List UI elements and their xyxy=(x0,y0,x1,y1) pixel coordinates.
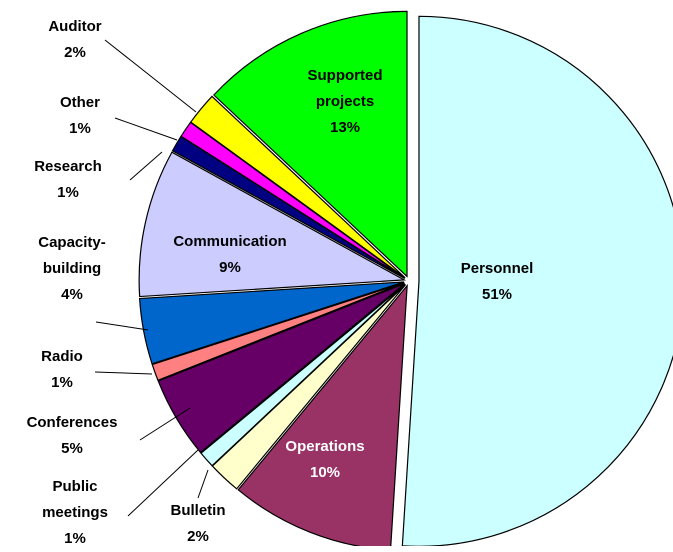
slice-percent: 2% xyxy=(64,44,86,61)
slice-label: Supported projects 13% xyxy=(285,63,405,141)
slice-label: Operations 10% xyxy=(265,434,385,486)
slice-name: Bulletin xyxy=(170,502,226,519)
slice-name: Communication xyxy=(173,233,287,250)
leader-line xyxy=(197,469,209,499)
slice-name: Personnel xyxy=(460,260,534,277)
pie-slice xyxy=(212,10,408,278)
slice-percent: 1% xyxy=(69,120,91,137)
leader-line xyxy=(94,371,153,375)
slice-percent: 9% xyxy=(219,259,241,276)
pie-slice xyxy=(151,282,405,382)
slice-percent: 13% xyxy=(329,119,361,136)
slice-label: Bulletin 2% xyxy=(153,498,243,550)
slice-percent: 1% xyxy=(64,530,86,547)
slice-label: Other 1% xyxy=(40,90,120,142)
leader-line xyxy=(114,117,178,141)
slice-name: Conferences xyxy=(26,414,118,431)
slice-label: Auditor 2% xyxy=(30,14,120,66)
slice-label: Radio 1% xyxy=(22,344,102,396)
slice-percent: 5% xyxy=(61,440,83,457)
slice-label: Capacity-building 4% xyxy=(22,230,122,308)
leader-line xyxy=(129,151,163,181)
slice-name: Radio xyxy=(41,348,83,365)
pie-slice xyxy=(138,281,405,365)
slice-percent: 10% xyxy=(309,464,341,481)
pie-slice xyxy=(138,151,407,298)
slice-name: Auditor xyxy=(48,18,102,35)
slice-percent: 4% xyxy=(61,286,83,303)
slice-name: Public meetings xyxy=(42,478,108,521)
slice-percent: 51% xyxy=(481,286,513,303)
leader-line xyxy=(104,39,197,113)
pie-slice xyxy=(200,283,406,467)
pie-slice xyxy=(401,15,673,546)
slice-name: Supported projects xyxy=(307,67,383,110)
slice-name: Capacity-building xyxy=(38,234,106,277)
slice-name: Research xyxy=(34,158,102,175)
pie-slice xyxy=(157,282,406,454)
slice-label: Communication 9% xyxy=(160,229,300,281)
slice-name: Operations xyxy=(285,438,365,455)
slice-label: Conferences 5% xyxy=(7,410,137,462)
slice-percent: 2% xyxy=(187,528,209,545)
slice-label: Personnel 51% xyxy=(437,256,557,308)
leader-line xyxy=(139,407,191,441)
pie-slice xyxy=(189,95,406,279)
slice-label: Research 1% xyxy=(13,154,123,206)
pie-slice xyxy=(237,283,408,546)
leader-line xyxy=(95,321,149,331)
slice-label: Public meetings 1% xyxy=(20,474,130,552)
slice-percent: 1% xyxy=(57,184,79,201)
slice-name: Other xyxy=(59,94,100,111)
slice-percent: 1% xyxy=(51,374,73,391)
leader-line xyxy=(127,449,199,517)
